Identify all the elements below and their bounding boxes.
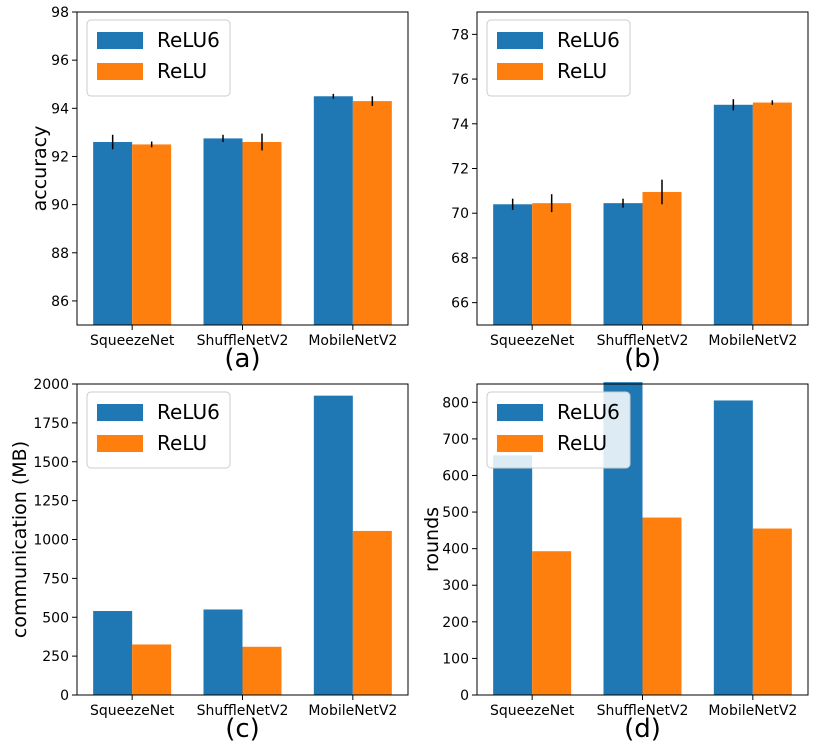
chart-caption: (a) <box>224 344 260 374</box>
y-tick-label: 70 <box>451 206 469 222</box>
bar-relu6-mobilenetv2 <box>713 400 753 695</box>
y-tick-label: 700 <box>442 432 469 448</box>
x-tick-label-squeezenet: SqueezeNet <box>90 703 175 719</box>
y-tick-label: 74 <box>451 117 469 133</box>
legend-label-relu: ReLU <box>557 59 607 83</box>
legend-label-relu: ReLU <box>157 59 207 83</box>
legend-swatch-relu6 <box>497 404 543 421</box>
y-tick-label: 98 <box>51 5 69 21</box>
x-tick-label-shufflenetv2: ShuffleNetV2 <box>597 703 689 719</box>
bar-relu-mobilenetv2 <box>752 102 792 326</box>
legend-label-relu6: ReLU6 <box>557 28 620 52</box>
y-tick-label: 78 <box>451 27 469 43</box>
x-tick-label-mobilenetv2: MobileNetV2 <box>308 703 397 719</box>
legend-label-relu6: ReLU6 <box>157 400 220 424</box>
y-tick-label: 600 <box>442 468 469 484</box>
legend: ReLU6 ReLU <box>486 19 631 97</box>
y-tick-label: 68 <box>451 251 469 267</box>
y-tick-label: 100 <box>442 651 469 667</box>
y-tick-label: 0 <box>460 688 469 704</box>
bar-relu6-squeezenet <box>93 142 133 325</box>
bar-relu-mobilenetv2 <box>352 530 392 695</box>
y-tick-label: 300 <box>442 578 469 594</box>
y-tick-label: 250 <box>42 649 69 665</box>
y-tick-label: 750 <box>42 571 69 587</box>
y-tick-label: 96 <box>51 53 69 69</box>
legend: ReLU6 ReLU <box>86 19 231 97</box>
y-tick-label: 1750 <box>33 416 69 432</box>
chart-b: 66 68 70 72 74 76 78 SqueezeNet ShuffleNetV2 Mobi… <box>451 11 809 374</box>
y-axis-label: accuracy <box>29 126 51 212</box>
x-tick-label-mobilenetv2: MobileNetV2 <box>308 333 397 349</box>
x-tick-label-squeezenet: SqueezeNet <box>490 703 575 719</box>
y-axis-label: communication (MB) <box>9 441 31 638</box>
legend-swatch-relu6 <box>497 32 543 49</box>
legend-swatch-relu6 <box>97 404 143 421</box>
bar-relu6-mobilenetv2 <box>313 395 353 695</box>
bar-relu-mobilenetv2 <box>752 528 792 695</box>
bar-relu-shufflenetv2 <box>642 517 682 695</box>
bar-relu-squeezenet <box>132 144 172 325</box>
bar-relu6-shufflenetv2 <box>203 138 243 325</box>
x-tick-label-shufflenetv2: ShuffleNetV2 <box>197 333 289 349</box>
y-tick-label: 200 <box>442 615 469 631</box>
y-tick-label: 92 <box>51 149 69 165</box>
y-tick-label: 2000 <box>33 377 69 393</box>
legend: ReLU6 ReLU <box>486 391 631 469</box>
bar-relu6-mobilenetv2 <box>713 104 753 326</box>
x-tick-label-shufflenetv2: ShuffleNetV2 <box>197 703 289 719</box>
legend-label-relu6: ReLU6 <box>557 400 620 424</box>
y-tick-label: 1000 <box>33 533 69 549</box>
y-tick-label: 500 <box>442 505 469 521</box>
legend-label-relu6: ReLU6 <box>157 28 220 52</box>
y-tick-label: 0 <box>60 688 69 704</box>
bar-relu-squeezenet <box>132 644 172 695</box>
chart-c: 0 250 500 750 1000 1250 1500 1750 2000 SqueezeNet… <box>9 377 409 744</box>
chart-caption: (c) <box>225 714 260 744</box>
bar-relu6-mobilenetv2 <box>313 96 353 326</box>
legend-label-relu: ReLU <box>157 431 207 455</box>
y-tick-label: 400 <box>442 542 469 558</box>
x-tick-label-mobilenetv2: MobileNetV2 <box>708 333 797 349</box>
bar-relu-shufflenetv2 <box>242 142 282 325</box>
bar-relu-squeezenet <box>532 551 572 695</box>
y-tick-label: 1250 <box>33 494 69 510</box>
x-tick-label-shufflenetv2: ShuffleNetV2 <box>597 333 689 349</box>
bar-relu-squeezenet <box>532 203 572 325</box>
x-tick-label-squeezenet: SqueezeNet <box>490 333 575 349</box>
y-tick-label: 94 <box>51 101 69 117</box>
x-tick-label-squeezenet: SqueezeNet <box>90 333 175 349</box>
legend-swatch-relu <box>97 435 143 452</box>
legend-label-relu: ReLU <box>557 431 607 455</box>
y-tick-label: 88 <box>51 246 69 262</box>
chart-caption: (b) <box>624 344 661 374</box>
legend-swatch-relu6 <box>97 32 143 49</box>
bar-relu6-squeezenet <box>93 611 133 695</box>
y-tick-label: 500 <box>42 610 69 626</box>
bar-relu-shufflenetv2 <box>242 646 282 695</box>
legend-swatch-relu <box>97 63 143 80</box>
bar-relu-shufflenetv2 <box>642 191 682 325</box>
y-tick-label: 72 <box>451 162 469 178</box>
bar-relu-mobilenetv2 <box>352 101 392 325</box>
chart-caption: (d) <box>624 714 661 744</box>
chart-a: 86 88 90 92 94 96 98 SqueezeNet ShuffleNetV2 Mobi… <box>29 5 409 374</box>
y-tick-label: 800 <box>442 395 469 411</box>
bar-relu6-squeezenet <box>493 204 533 325</box>
bar-relu6-squeezenet <box>493 455 533 695</box>
chart-d: 0 100 200 300 400 500 600 700 800 SqueezeNet Shuff… <box>421 382 809 744</box>
legend-swatch-relu <box>497 63 543 80</box>
y-tick-label: 76 <box>451 72 469 88</box>
y-tick-label: 86 <box>51 294 69 310</box>
y-tick-label: 1500 <box>33 455 69 471</box>
y-tick-label: 66 <box>451 296 469 312</box>
x-tick-label-mobilenetv2: MobileNetV2 <box>708 703 797 719</box>
legend: ReLU6 ReLU <box>86 391 231 469</box>
y-tick-label: 90 <box>51 198 69 214</box>
bar-relu6-shufflenetv2 <box>603 203 643 325</box>
y-axis-label: rounds <box>421 507 443 572</box>
bar-relu6-shufflenetv2 <box>203 609 243 695</box>
legend-swatch-relu <box>497 435 543 452</box>
